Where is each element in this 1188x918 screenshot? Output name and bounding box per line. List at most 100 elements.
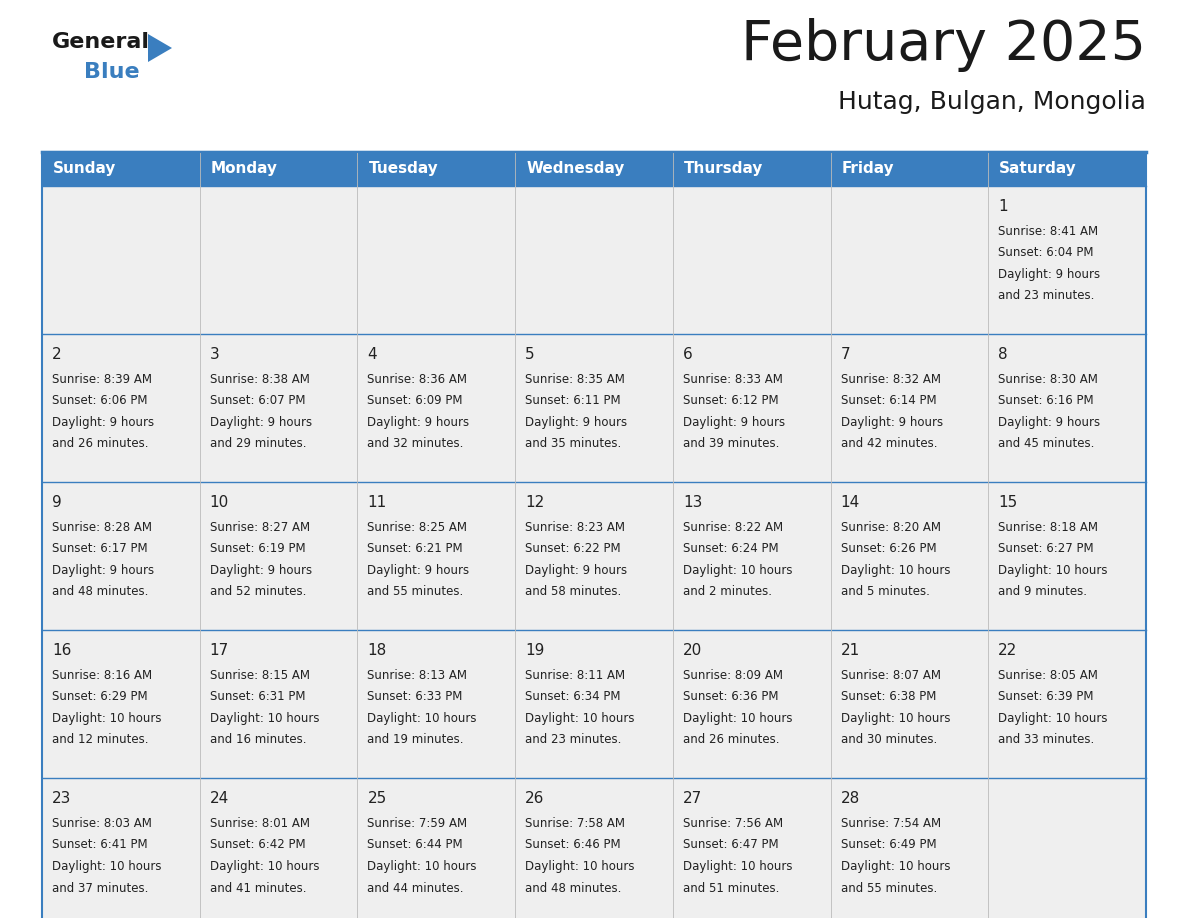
Text: Sunset: 6:38 PM: Sunset: 6:38 PM <box>841 690 936 703</box>
Text: and 48 minutes.: and 48 minutes. <box>52 586 148 599</box>
Text: 24: 24 <box>210 791 229 806</box>
Text: and 19 minutes.: and 19 minutes. <box>367 733 465 746</box>
Text: Saturday: Saturday <box>999 162 1078 176</box>
Text: Sunrise: 8:03 AM: Sunrise: 8:03 AM <box>52 817 152 830</box>
Bar <box>516 334 672 482</box>
Text: and 39 minutes.: and 39 minutes. <box>683 438 779 451</box>
Bar <box>672 186 830 334</box>
Text: Daylight: 10 hours: Daylight: 10 hours <box>683 564 792 577</box>
Bar <box>516 152 672 186</box>
Text: Sunrise: 8:22 AM: Sunrise: 8:22 AM <box>683 521 783 534</box>
Bar <box>200 482 358 630</box>
Text: Friday: Friday <box>841 162 895 176</box>
Text: February 2025: February 2025 <box>741 18 1146 72</box>
Text: 19: 19 <box>525 643 544 658</box>
Text: Sunrise: 8:16 AM: Sunrise: 8:16 AM <box>52 669 152 682</box>
Bar <box>988 630 1146 778</box>
Text: Daylight: 9 hours: Daylight: 9 hours <box>210 564 311 577</box>
Text: 12: 12 <box>525 495 544 510</box>
Text: and 32 minutes.: and 32 minutes. <box>367 438 463 451</box>
Text: 2: 2 <box>52 347 62 362</box>
Text: 8: 8 <box>998 347 1007 362</box>
Text: Sunrise: 8:07 AM: Sunrise: 8:07 AM <box>841 669 941 682</box>
Text: Daylight: 10 hours: Daylight: 10 hours <box>998 712 1107 725</box>
Text: Sunrise: 8:15 AM: Sunrise: 8:15 AM <box>210 669 310 682</box>
Text: Daylight: 9 hours: Daylight: 9 hours <box>52 416 154 429</box>
Text: Daylight: 9 hours: Daylight: 9 hours <box>210 416 311 429</box>
Text: Hutag, Bulgan, Mongolia: Hutag, Bulgan, Mongolia <box>838 90 1146 114</box>
Text: Sunrise: 8:36 AM: Sunrise: 8:36 AM <box>367 373 467 386</box>
Text: Sunset: 6:12 PM: Sunset: 6:12 PM <box>683 395 778 408</box>
Bar <box>830 630 988 778</box>
Text: Sunset: 6:39 PM: Sunset: 6:39 PM <box>998 690 1094 703</box>
Text: 18: 18 <box>367 643 386 658</box>
Text: and 23 minutes.: and 23 minutes. <box>525 733 621 746</box>
Bar <box>830 186 988 334</box>
Text: Sunrise: 8:33 AM: Sunrise: 8:33 AM <box>683 373 783 386</box>
Bar <box>830 334 988 482</box>
Bar <box>516 630 672 778</box>
Text: Daylight: 10 hours: Daylight: 10 hours <box>683 860 792 873</box>
Text: Daylight: 10 hours: Daylight: 10 hours <box>841 564 950 577</box>
Text: Sunrise: 8:30 AM: Sunrise: 8:30 AM <box>998 373 1098 386</box>
Text: Sunrise: 8:35 AM: Sunrise: 8:35 AM <box>525 373 625 386</box>
Text: Daylight: 10 hours: Daylight: 10 hours <box>52 860 162 873</box>
Text: 1: 1 <box>998 199 1007 214</box>
Text: 7: 7 <box>841 347 851 362</box>
Text: Daylight: 9 hours: Daylight: 9 hours <box>998 268 1100 281</box>
Text: Sunset: 6:04 PM: Sunset: 6:04 PM <box>998 247 1094 260</box>
Bar <box>672 482 830 630</box>
Bar <box>358 482 516 630</box>
Bar <box>42 482 200 630</box>
Text: Sunset: 6:27 PM: Sunset: 6:27 PM <box>998 543 1094 555</box>
Bar <box>988 152 1146 186</box>
Text: Sunrise: 7:58 AM: Sunrise: 7:58 AM <box>525 817 625 830</box>
Text: 6: 6 <box>683 347 693 362</box>
Text: 11: 11 <box>367 495 386 510</box>
Text: and 51 minutes.: and 51 minutes. <box>683 881 779 894</box>
Bar <box>672 334 830 482</box>
Bar <box>672 778 830 918</box>
Text: Sunset: 6:07 PM: Sunset: 6:07 PM <box>210 395 305 408</box>
Bar <box>42 152 200 186</box>
Text: 28: 28 <box>841 791 860 806</box>
Text: Sunset: 6:29 PM: Sunset: 6:29 PM <box>52 690 147 703</box>
Text: and 12 minutes.: and 12 minutes. <box>52 733 148 746</box>
Bar <box>830 778 988 918</box>
Text: Sunrise: 8:38 AM: Sunrise: 8:38 AM <box>210 373 310 386</box>
Text: Sunrise: 8:20 AM: Sunrise: 8:20 AM <box>841 521 941 534</box>
Text: 5: 5 <box>525 347 535 362</box>
Text: 25: 25 <box>367 791 386 806</box>
Text: and 29 minutes.: and 29 minutes. <box>210 438 307 451</box>
Text: 23: 23 <box>52 791 71 806</box>
Bar <box>42 186 200 334</box>
Text: and 9 minutes.: and 9 minutes. <box>998 586 1087 599</box>
Text: 22: 22 <box>998 643 1018 658</box>
Text: and 37 minutes.: and 37 minutes. <box>52 881 148 894</box>
Bar <box>200 630 358 778</box>
Text: Sunset: 6:19 PM: Sunset: 6:19 PM <box>210 543 305 555</box>
Text: 4: 4 <box>367 347 377 362</box>
Text: 14: 14 <box>841 495 860 510</box>
Text: Sunrise: 8:11 AM: Sunrise: 8:11 AM <box>525 669 625 682</box>
Text: Sunday: Sunday <box>53 162 116 176</box>
Text: Sunset: 6:34 PM: Sunset: 6:34 PM <box>525 690 620 703</box>
Text: Sunset: 6:33 PM: Sunset: 6:33 PM <box>367 690 463 703</box>
Text: Tuesday: Tuesday <box>368 162 438 176</box>
Text: Wednesday: Wednesday <box>526 162 625 176</box>
Bar <box>672 152 830 186</box>
Text: Sunset: 6:36 PM: Sunset: 6:36 PM <box>683 690 778 703</box>
Text: and 41 minutes.: and 41 minutes. <box>210 881 307 894</box>
Text: and 26 minutes.: and 26 minutes. <box>52 438 148 451</box>
Bar <box>988 334 1146 482</box>
Bar <box>200 186 358 334</box>
Text: Daylight: 9 hours: Daylight: 9 hours <box>683 416 785 429</box>
Bar <box>42 334 200 482</box>
Text: Sunrise: 7:54 AM: Sunrise: 7:54 AM <box>841 817 941 830</box>
Text: Daylight: 9 hours: Daylight: 9 hours <box>525 416 627 429</box>
Text: Sunrise: 8:18 AM: Sunrise: 8:18 AM <box>998 521 1098 534</box>
Text: 27: 27 <box>683 791 702 806</box>
Text: Sunset: 6:31 PM: Sunset: 6:31 PM <box>210 690 305 703</box>
Text: Sunset: 6:06 PM: Sunset: 6:06 PM <box>52 395 147 408</box>
Text: General: General <box>52 32 150 52</box>
